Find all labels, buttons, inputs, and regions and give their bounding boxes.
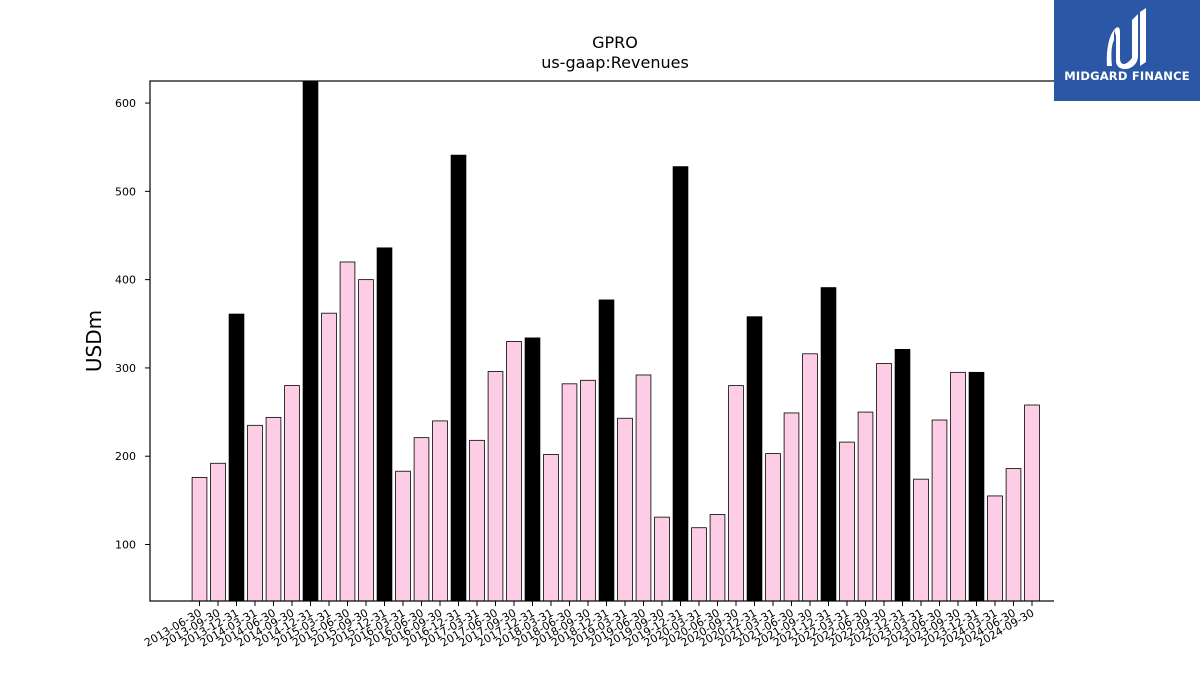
bar-2021-06-30 <box>783 412 800 602</box>
y-tick-label: 600 <box>115 97 136 110</box>
chart-subtitle: us-gaap:Revenues <box>541 53 689 72</box>
bar-2019-03-31 <box>617 417 633 602</box>
bar-2024-09-30 <box>1024 404 1040 602</box>
bar-2017-12-31 <box>524 337 541 602</box>
chart-title: GPRO <box>592 33 638 52</box>
bar-2021-12-31 <box>820 287 837 602</box>
bar-2023-03-31 <box>913 478 929 602</box>
bar-2014-12-31 <box>302 80 319 602</box>
bar-2018-12-31 <box>598 299 615 602</box>
bar-2019-09-30 <box>654 516 670 602</box>
bar-2022-06-30 <box>857 411 874 602</box>
x-ticks-group: 2013-06-302013-09-302013-12-312014-03-31… <box>142 601 1037 650</box>
y-tick-label: 200 <box>115 450 136 463</box>
bar-2021-03-31 <box>765 453 781 602</box>
bar-2017-06-30 <box>487 371 504 602</box>
bar-2018-09-30 <box>580 379 596 602</box>
bar-2020-03-31 <box>691 527 707 602</box>
y-axis-label: USDm <box>82 310 106 372</box>
y-tick-label: 400 <box>115 274 136 287</box>
brand-name: MIDGARD FINANCE <box>1064 69 1190 83</box>
bar-2015-09-30 <box>358 279 374 602</box>
y-tick-label: 300 <box>115 362 136 375</box>
y-ticks-group: 100 200 300 400 500 600 <box>115 97 150 551</box>
y-tick-label: 500 <box>115 185 136 198</box>
bar-2013-09-30 <box>210 462 226 602</box>
bar-2014-03-31 <box>247 424 263 602</box>
bar-2023-09-30 <box>950 371 966 602</box>
bar-2016-12-31 <box>450 154 467 602</box>
bar-2015-12-31 <box>376 247 393 602</box>
bar-2013-06-30 <box>191 476 208 602</box>
bar-2023-12-31 <box>968 371 985 602</box>
bar-2018-06-30 <box>561 383 578 602</box>
bar-2015-03-31 <box>321 312 337 602</box>
bar-2019-06-30 <box>635 374 652 602</box>
revenue-bar-chart: GPRO us-gaap:Revenues USDm 2013-06-30201… <box>82 33 1054 650</box>
plot-frame <box>149 80 1054 602</box>
bar-2018-03-31 <box>543 454 559 602</box>
bar-2022-12-31 <box>894 348 911 602</box>
bar-2021-09-30 <box>802 353 818 602</box>
bar-2015-06-30 <box>339 261 356 602</box>
y-tick-label: 100 <box>115 538 136 551</box>
bar-2024-06-30 <box>1005 468 1022 602</box>
bar-2020-12-31 <box>746 316 763 602</box>
bar-2023-06-30 <box>931 419 948 602</box>
bar-2022-09-30 <box>876 363 892 602</box>
bar-2013-12-31 <box>228 313 245 602</box>
midgard-logo-icon <box>1106 8 1146 70</box>
bar-2017-03-31 <box>469 439 485 602</box>
bar-2020-09-30 <box>728 385 744 602</box>
bar-2017-09-30 <box>506 341 522 602</box>
bar-2014-09-30 <box>284 385 300 602</box>
bar-2024-03-31 <box>987 495 1003 602</box>
bar-2016-09-30 <box>432 420 448 602</box>
brand-logo: MIDGARD FINANCE <box>1054 0 1200 101</box>
bar-2022-03-31 <box>839 441 855 602</box>
bar-2016-03-31 <box>395 470 411 602</box>
bar-2014-06-30 <box>265 416 282 602</box>
bar-2016-06-30 <box>413 437 430 602</box>
bar-2020-06-30 <box>709 514 726 602</box>
bar-2019-12-31 <box>672 166 689 602</box>
bars-group <box>191 80 1040 602</box>
